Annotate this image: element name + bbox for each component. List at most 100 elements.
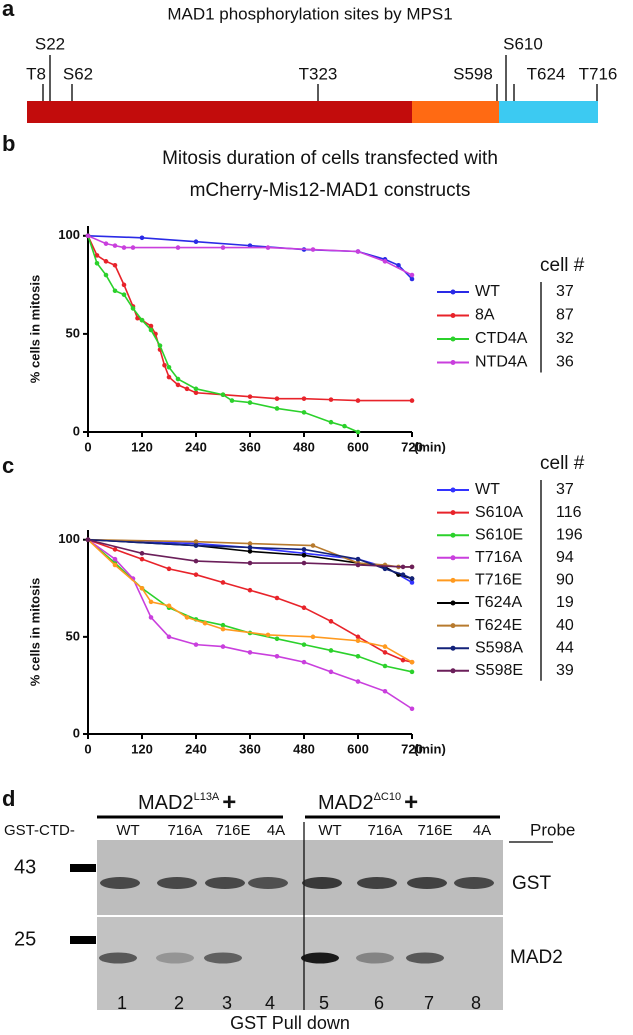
data-point [355,398,361,403]
data-point [175,382,181,388]
data-point [139,551,145,556]
cell-count: 37 [556,283,574,300]
data-point [409,564,415,570]
data-point [193,572,199,577]
data-point [85,233,91,239]
data-point [94,253,100,258]
x-axis-label: (min) [414,741,446,756]
marker-label: 25 [14,928,36,950]
lane-number: 6 [374,993,384,1013]
x-tick-label: 120 [131,741,153,756]
x-tick-label: 600 [347,741,369,756]
site-label: S62 [63,64,93,83]
data-point [162,362,167,368]
data-point [382,259,388,264]
lane-number: 5 [319,993,329,1013]
data-point [355,429,361,435]
data-point [382,663,388,669]
legend-title: cell # [540,453,585,474]
legend-label: 8A [475,307,495,324]
data-point [301,642,307,647]
data-point [220,392,226,398]
data-point [355,249,361,254]
y-axis-label: % cells in mitosis [27,578,42,686]
data-point [94,260,100,266]
data-point [148,599,154,605]
legend-marker [450,668,456,674]
site-label: T716 [579,64,618,83]
data-point [157,343,163,348]
data-point [400,572,406,577]
site-label: S22 [35,34,65,53]
panel-label: b [2,131,15,156]
data-point [328,619,334,624]
cell-count: 32 [556,330,574,347]
band [205,877,245,889]
data-point [220,622,226,628]
data-point [301,560,307,566]
lane-label: WT [116,822,139,839]
data-point [265,245,271,250]
cell-count: 44 [556,639,574,656]
data-point [130,245,136,250]
lane-label: WT [318,822,341,839]
domain [412,101,500,123]
data-point [193,386,199,392]
data-point [355,638,361,644]
data-point [247,400,253,405]
data-point [409,276,415,282]
lane-label: 4A [473,822,491,839]
marker-label: 43 [14,856,36,878]
x-tick-label: 120 [131,439,153,454]
data-point [166,603,172,609]
legend-label: T624E [475,617,522,634]
data-point [103,241,109,246]
legend-marker [450,510,456,516]
data-point [310,543,316,548]
data-point [193,539,199,544]
data-point [166,566,172,572]
data-point [130,306,136,311]
data-point [382,566,388,572]
y-tick-label: 100 [58,227,80,242]
probe-title: Probe [530,820,575,839]
series-line [87,235,359,433]
blot [97,917,503,1010]
data-point [274,595,280,601]
data-point [103,272,109,278]
panel-a: a MAD1 phosphorylation sites by MPS1 T8 … [2,0,617,123]
legend-label: S610A [475,504,523,521]
data-point [121,245,127,250]
data-point [310,634,316,640]
data-point [355,653,361,659]
data-point [247,560,253,566]
data-point [382,688,388,694]
data-point [175,245,181,250]
legend-marker [450,336,456,342]
y-axis-label: % cells in mitosis [27,275,42,383]
data-point [220,626,226,632]
series-line [87,539,413,710]
lane-number: 8 [471,993,481,1013]
data-point [409,580,415,585]
band [302,877,342,889]
y-tick-label: 100 [58,531,80,546]
data-point [103,259,109,264]
data-point [274,636,280,642]
data-point [409,398,415,403]
x-tick-label: 720 [401,439,423,454]
probe-label: GST [512,873,551,894]
data-point [220,644,226,649]
data-point [175,376,181,382]
data-point [310,247,316,252]
legend-label: T716A [475,549,522,566]
data-point [328,669,334,675]
data-point [247,587,253,593]
data-point [112,556,118,562]
x-tick-label: 0 [84,439,91,454]
x-tick-label: 480 [293,439,315,454]
data-point [396,262,401,268]
domain [27,101,413,123]
series-line [87,538,413,663]
